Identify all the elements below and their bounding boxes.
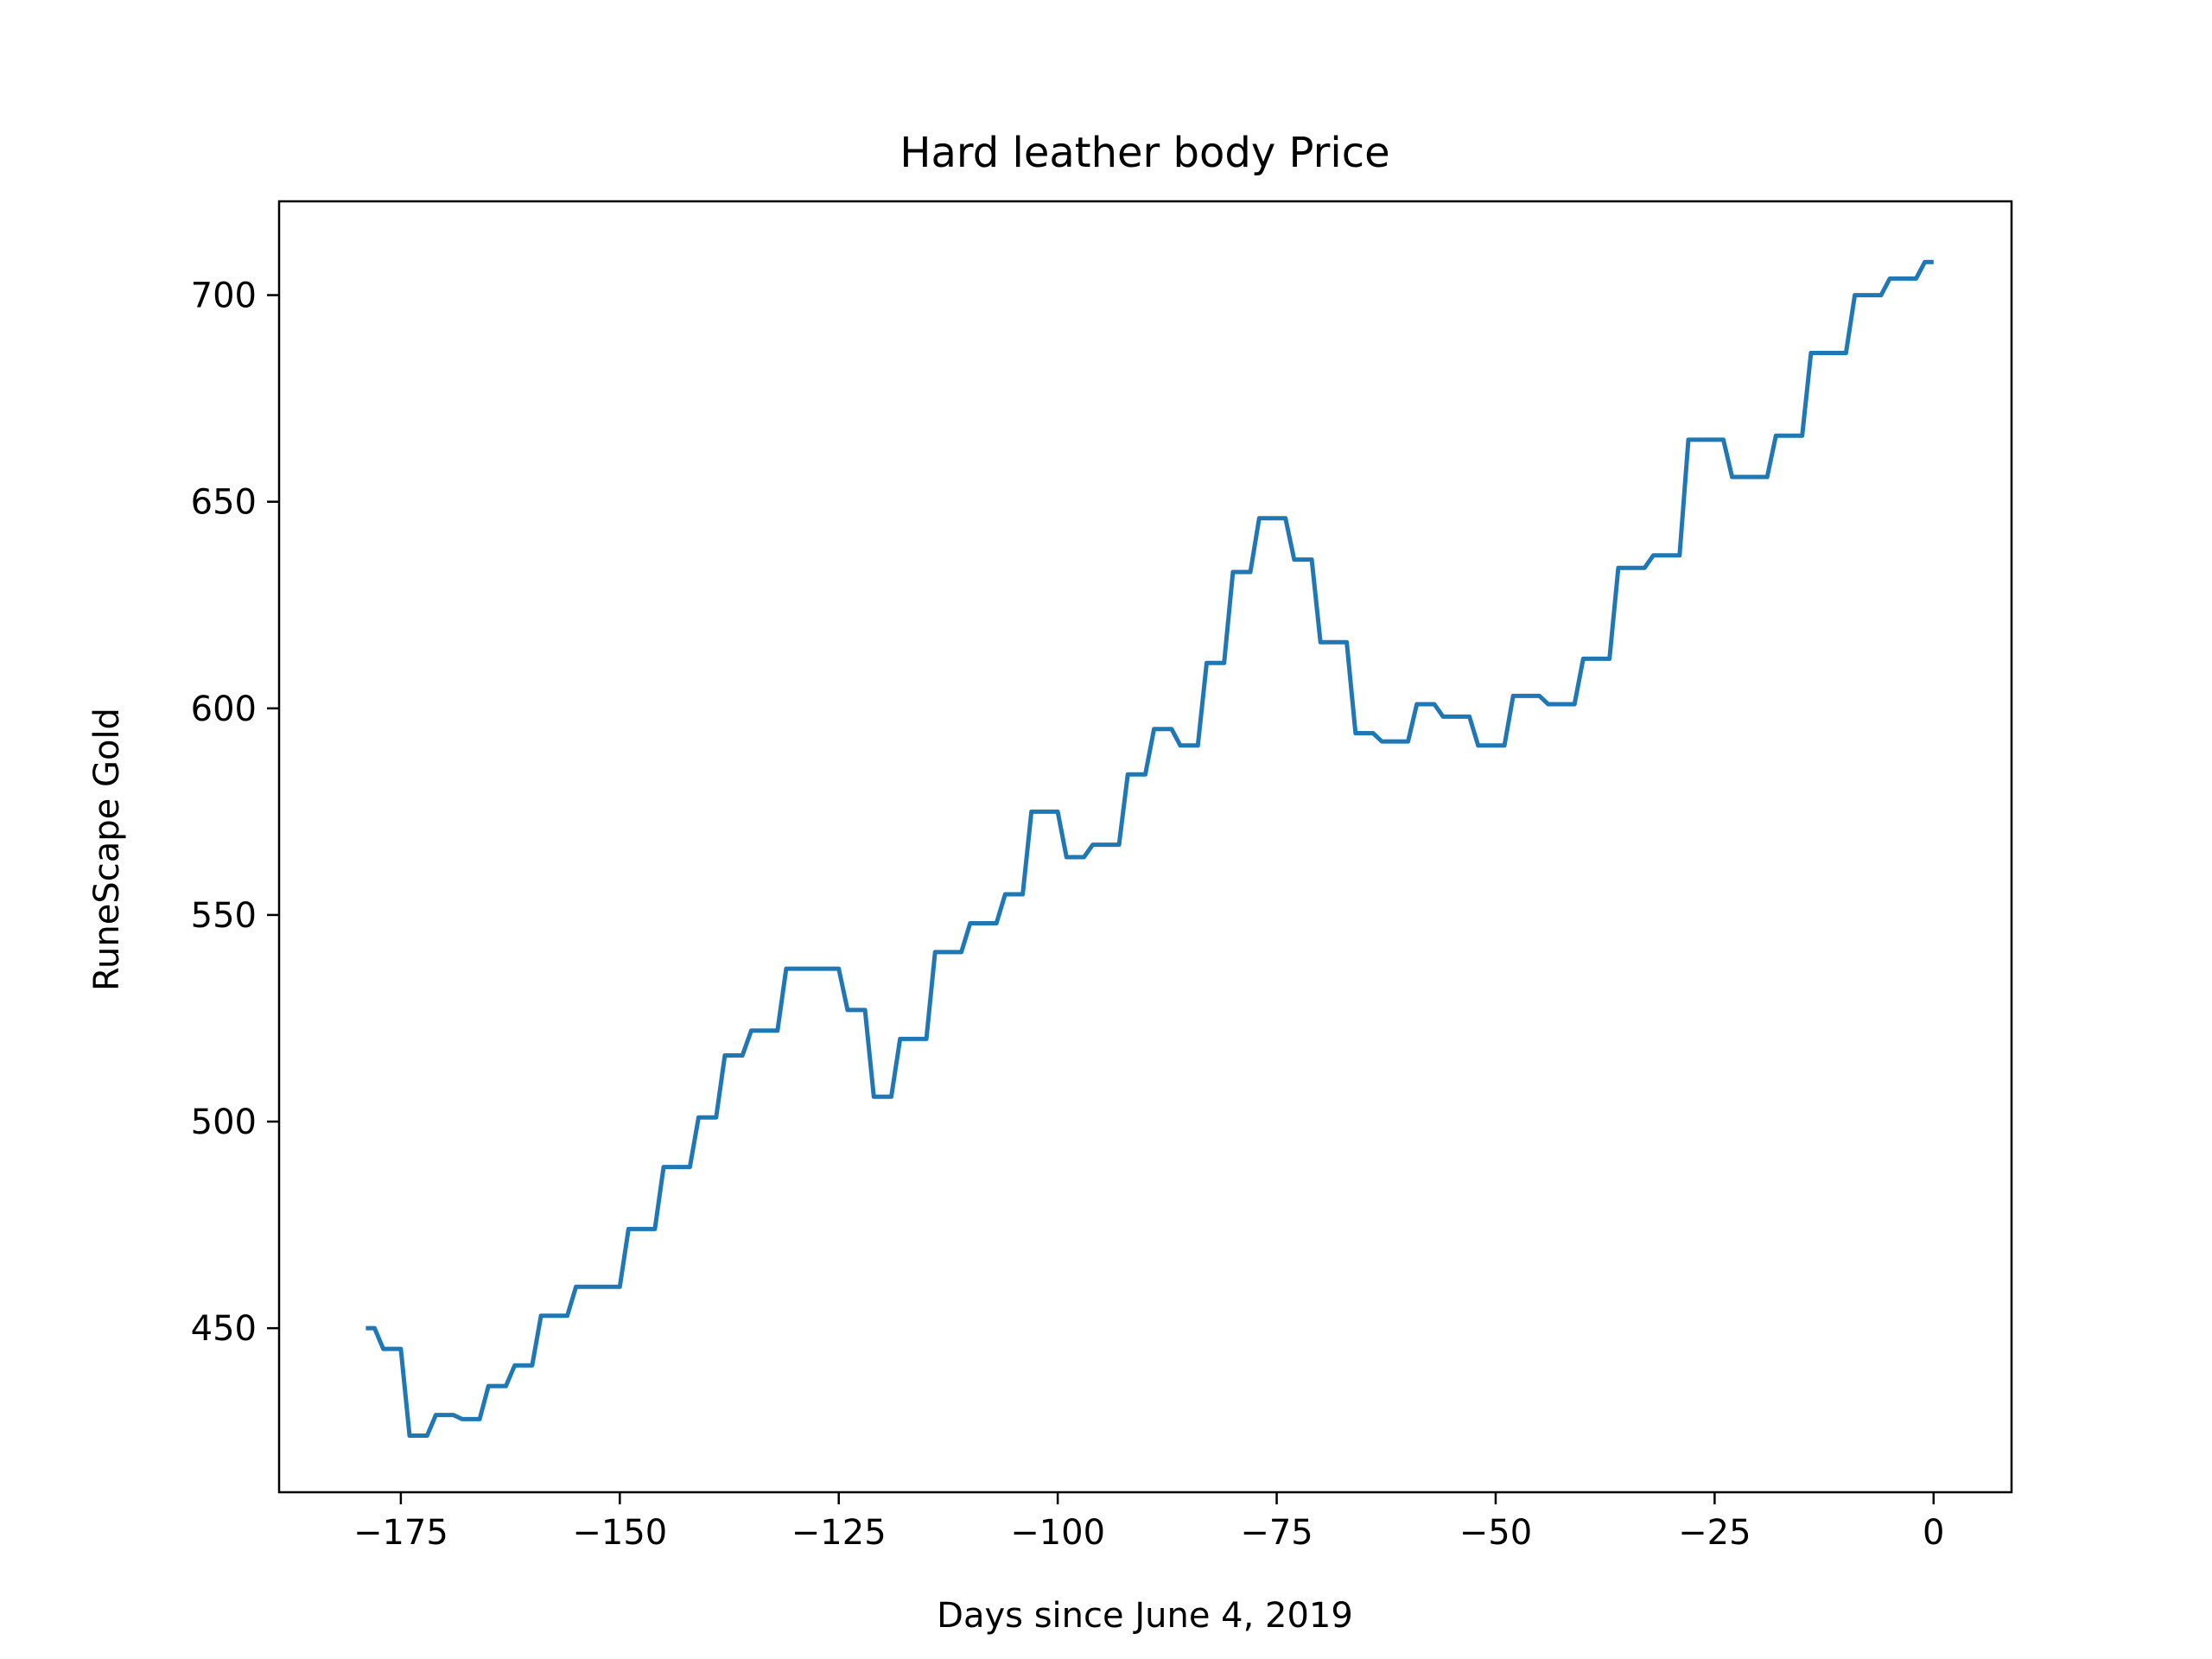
x-tick-label: −150 xyxy=(572,1513,667,1553)
plot-frame xyxy=(277,200,2013,1494)
x-tick-label: −175 xyxy=(353,1513,448,1553)
y-tick-label: 650 xyxy=(191,483,257,523)
y-tick-label: 450 xyxy=(191,1309,257,1349)
chart-title: Hard leather body Price xyxy=(899,129,1389,177)
y-tick-label: 600 xyxy=(191,690,257,729)
y-tick-label: 550 xyxy=(191,896,257,936)
x-tick-label: 0 xyxy=(1923,1513,1944,1553)
x-tick-label: −100 xyxy=(1010,1513,1105,1553)
x-tick-label: −50 xyxy=(1459,1513,1532,1553)
x-axis-label: Days since June 4, 2019 xyxy=(937,1596,1353,1636)
series-line-0 xyxy=(365,259,1934,1438)
x-tick-label: −75 xyxy=(1240,1513,1313,1553)
y-axis-label: RuneScape Gold xyxy=(87,708,127,991)
x-tick-label: −125 xyxy=(791,1513,887,1553)
y-tick-label: 500 xyxy=(191,1103,257,1142)
y-tick-label: 700 xyxy=(191,276,257,316)
plot-area: −175 −150 −125 −100 −75 −50 −25 0 450 500 550 600 65… xyxy=(191,200,2013,1553)
x-tick-label: −25 xyxy=(1678,1513,1751,1553)
